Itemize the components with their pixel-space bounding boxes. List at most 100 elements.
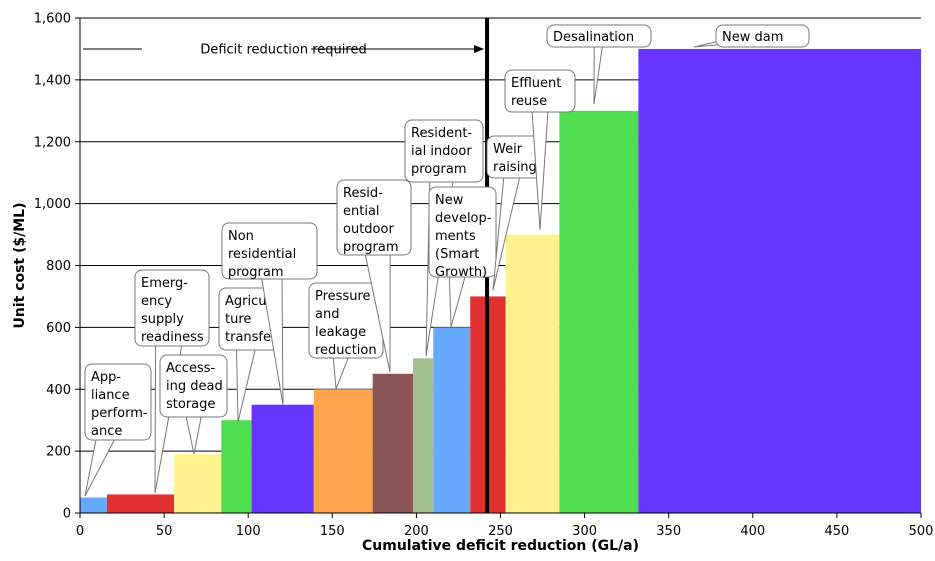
callout-label: ential [343,204,380,219]
callout: App-liance perform-ance [84,363,152,497]
callout: Non residential program [221,222,318,406]
x-tick-label: 150 [320,524,345,539]
callout: Weir raising [486,135,544,291]
bar-segment [505,234,560,513]
callout-label: Growth) [435,265,487,280]
callout-label: and [315,307,339,322]
callout-fill [338,181,410,254]
deficit-label: Deficit reduction required [200,42,366,57]
callout-label: New dam [722,30,783,45]
callout-label: (Smart [435,247,479,262]
callout-label: Agricul- [225,294,275,309]
callout-label: transfer [225,330,277,345]
callout-label: leakage [315,325,366,340]
y-tick-label: 200 [46,445,71,460]
callout-label: ture [225,312,251,327]
callout: Resid-ential outdoor program [336,179,412,373]
callout-label: ency [141,294,172,309]
bar-segment [80,497,107,513]
callout-label: outdoor [343,222,394,237]
callout-fill [717,26,808,46]
callout-fill [406,121,482,181]
x-tick-label: 450 [824,524,849,539]
callout-label: App- [91,370,121,385]
callout: Desalination [546,24,652,105]
callout-label: residential [228,247,296,262]
callout: Pressure and leakage reduction [308,282,384,390]
callout-label: ing dead [166,379,223,394]
callout: New dam [693,24,810,48]
y-tick-label: 400 [46,383,71,398]
y-tick-label: 1,600 [34,12,71,27]
callout-fill [223,224,316,278]
callout-fill [86,365,150,439]
callout-label: liance [91,388,130,403]
callout-label: Weir [493,142,523,157]
y-axis-title: Unit cost ($/ML) [12,202,28,328]
callout-label: develop- [435,211,492,226]
callout-fill [220,289,278,349]
callout-label: program [411,162,467,177]
callout-label: Emerg- [141,276,188,291]
y-tick-label: 800 [46,259,71,274]
callout-label: Effluent [511,76,561,91]
bar-segment [433,327,471,513]
callout-label: New [435,193,464,208]
y-tick-label: 1,400 [34,73,71,88]
callout-label: Pressure [315,289,371,304]
bars [80,48,921,513]
x-tick-label: 250 [488,524,513,539]
callout-label: Access- [166,361,216,376]
bar-segment [638,48,921,513]
callout-label: reuse [511,94,547,109]
callout-label: storage [166,397,215,412]
callout-label: ance [91,424,122,439]
callout-label: raising [493,160,537,175]
bar-segment [313,389,373,513]
y-tick-label: 1,000 [34,197,71,212]
callout-label: reduction [315,343,377,358]
callout-fill [548,26,650,46]
callout-fill [488,137,542,177]
bar-segment [106,494,175,513]
callout-label: supply [141,312,184,327]
callout-fill [136,271,208,345]
callout-label: ments [435,229,476,244]
callout-label: ial indoor [411,144,472,159]
y-tick-label: 1,200 [34,135,71,150]
callout: Agricul-ture transfer [218,287,280,423]
x-tick-label: 100 [236,524,261,539]
bar-segment [413,358,434,513]
x-tick-label: 300 [572,524,597,539]
callout-fill [310,284,382,357]
y-tick-labels: 0 200 400 600 800 1,000 1,200 1,400 1,600 [34,12,80,522]
bar-segment [221,420,252,513]
callout: Access-ing dead storage [159,354,228,455]
callout-label: readiness [141,330,204,345]
callout-label: program [343,240,399,255]
callout: New develop-ments (Smart Growth) [428,186,497,328]
callouts: App-liance perform-ance Emerg-ency supply re… [84,24,810,497]
arrow-head [474,44,485,53]
callout: Effluent reuse [504,69,576,231]
callout-fill [161,356,226,416]
callout-fill [430,188,495,276]
bar-segment [559,110,639,513]
x-tick-label: 500 [909,524,934,539]
callout-label: Non [228,229,254,244]
y-tick-label: 0 [63,507,71,522]
callout-label: perform- [91,406,148,421]
callout-label: program [228,265,284,280]
x-axis-title: Cumulative deficit reduction (GL/a) [362,538,639,554]
bar-segment [372,373,414,513]
x-tick-label: 0 [76,524,84,539]
callout-label: Resid- [343,186,383,201]
bar-segment [251,404,314,513]
x-tick-label: 400 [740,524,765,539]
x-tick-label: 350 [656,524,681,539]
x-tick-labels: 0 50 100 150 200 250 300 350 400 450 500 [76,513,934,539]
x-tick-label: 50 [156,524,173,539]
callout-label: Desalination [553,30,634,45]
callout-fill [506,71,574,111]
